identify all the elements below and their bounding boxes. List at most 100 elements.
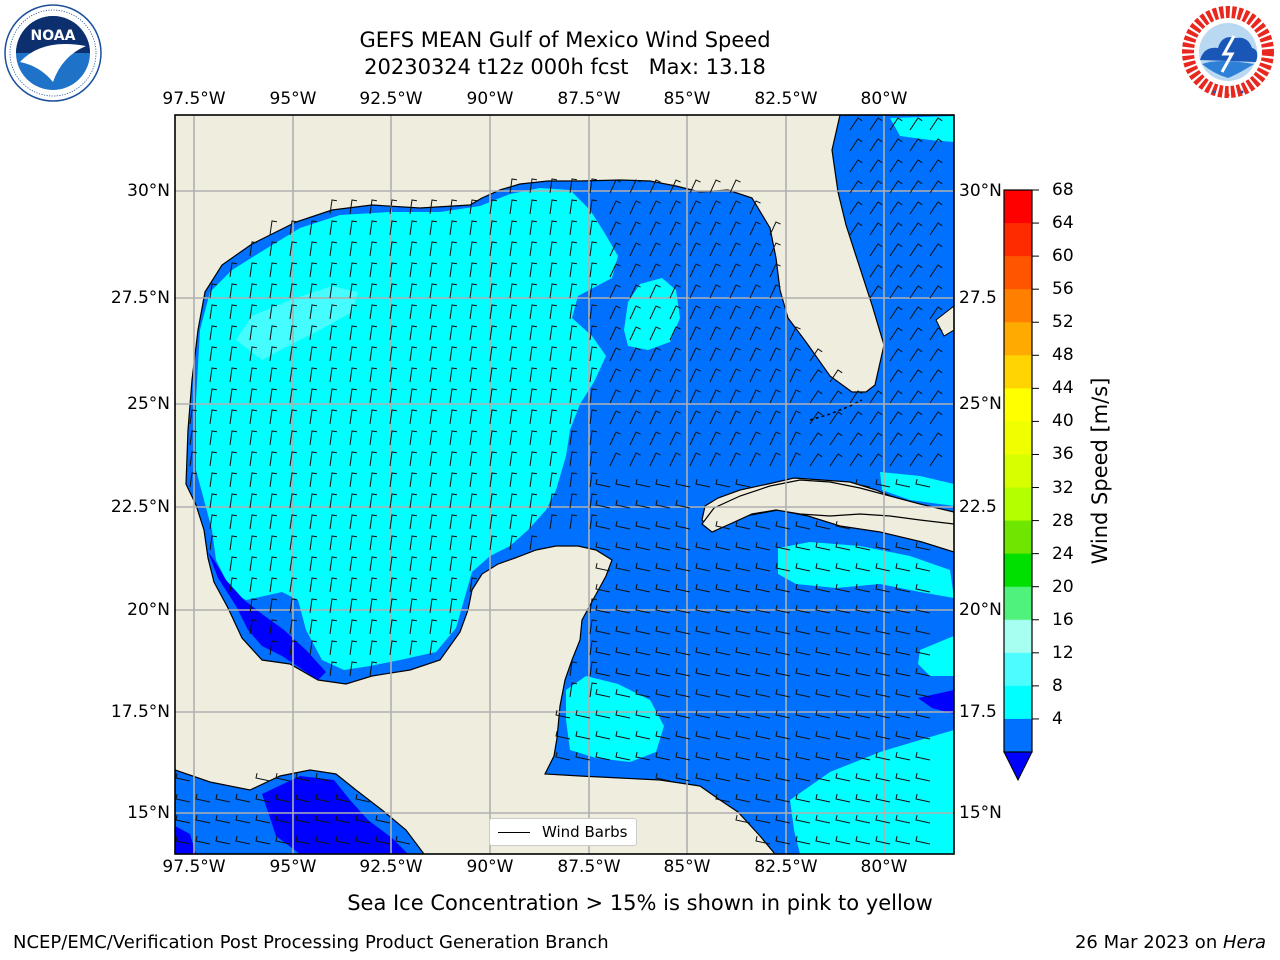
lat-tick-left: 22.5°N — [110, 497, 170, 517]
wind-barb — [735, 793, 751, 803]
wind-barb — [389, 598, 397, 614]
lon-tick-bottom: 92.5°W — [359, 857, 423, 877]
wind-barb — [775, 730, 791, 740]
wind-barb — [755, 730, 771, 740]
wind-barb — [549, 178, 557, 194]
wind-barb — [249, 388, 257, 404]
wind-barb — [889, 138, 903, 152]
wind-barb — [689, 347, 701, 362]
wind-barb — [735, 730, 751, 740]
wind-barb — [389, 367, 397, 383]
wind-barb — [815, 772, 831, 782]
wind-barb — [409, 472, 417, 488]
wind-barb — [775, 709, 791, 719]
wind-barb — [509, 178, 517, 194]
wind-barb — [829, 390, 843, 404]
wind-barb — [669, 200, 681, 215]
wind-barb — [855, 583, 871, 593]
wind-barb — [729, 431, 741, 446]
wind-barb — [595, 604, 611, 614]
wind-barb — [569, 661, 577, 677]
wind-barb — [915, 814, 931, 824]
wind-barb — [855, 688, 871, 698]
wind-barb — [609, 347, 621, 362]
wind-barb — [469, 430, 477, 446]
wind-barb — [369, 619, 377, 635]
wind-barb — [895, 604, 911, 614]
wind-barb — [795, 772, 811, 782]
wind-barb — [589, 283, 597, 299]
wind-barb — [569, 346, 577, 362]
wind-barb — [755, 688, 771, 698]
colorbar-tick-label: 16 — [1052, 609, 1074, 630]
wind-barb — [329, 241, 337, 257]
sea-ice-caption: Sea Ice Concentration > 15% is shown in … — [347, 891, 933, 915]
wind-barb — [615, 583, 631, 593]
wind-barb — [369, 409, 377, 425]
wind-barb — [295, 772, 311, 782]
wind-barb — [675, 478, 691, 488]
wind-barb — [409, 535, 417, 551]
wind-barb — [349, 640, 357, 656]
wind-barb — [889, 201, 903, 215]
wind-barb — [609, 242, 621, 257]
lat-tick-left: 27.5°N — [110, 288, 170, 308]
wind-barb — [655, 709, 671, 719]
wind-barb — [909, 369, 923, 383]
wind-barb — [849, 453, 863, 467]
wind-barb — [715, 583, 731, 593]
colorbar-cell — [1004, 190, 1032, 224]
wind-barb — [369, 241, 377, 257]
wind-barb — [509, 283, 517, 299]
wind-barb — [409, 598, 417, 614]
wind-barb — [755, 604, 771, 614]
wind-barb — [695, 583, 711, 593]
wind-barb — [635, 583, 651, 593]
lon-tick-top: 90°W — [466, 89, 514, 109]
wind-barb — [289, 262, 297, 278]
wind-barb — [429, 367, 437, 383]
wind-barb — [429, 388, 437, 404]
wind-barb — [689, 368, 701, 383]
colorbar-cell — [1004, 355, 1032, 389]
wind-barb — [349, 388, 357, 404]
wind-barb — [875, 562, 891, 572]
wind-barb — [249, 325, 257, 341]
wind-barb — [915, 730, 931, 740]
wind-barb — [289, 451, 297, 467]
wind-barb — [669, 263, 681, 278]
wind-barb — [809, 348, 823, 362]
wind-barb — [289, 388, 297, 404]
wind-barb — [895, 709, 911, 719]
wind-barb — [329, 220, 337, 236]
wind-barb — [909, 285, 923, 299]
wind-barb — [429, 640, 437, 656]
wind-barb — [449, 325, 457, 341]
wind-barb — [649, 347, 661, 362]
wind-barb — [409, 619, 417, 635]
wind-barb — [895, 751, 911, 761]
wind-barb — [249, 577, 257, 593]
wind-barb — [329, 493, 337, 509]
wind-barb — [875, 793, 891, 803]
wind-barb — [769, 326, 781, 341]
wind-barb — [769, 263, 781, 278]
wind-barb — [835, 835, 851, 845]
wind-barb — [229, 346, 237, 362]
wind-barb — [595, 562, 611, 572]
wind-barb — [409, 241, 417, 257]
wind-barb — [615, 541, 631, 551]
wind-barb — [195, 793, 211, 803]
wind-barb — [595, 499, 611, 509]
wind-barb — [349, 472, 357, 488]
wind-barb — [849, 390, 863, 404]
colorbar-cell — [1004, 223, 1032, 257]
wind-barb — [795, 688, 811, 698]
wind-barb — [229, 577, 237, 593]
wind-barb — [249, 451, 257, 467]
wind-barb — [209, 451, 217, 467]
wind-barb — [895, 478, 911, 488]
wind-barb — [815, 562, 831, 572]
wind-barb — [329, 598, 337, 614]
wind-barb — [675, 751, 691, 761]
